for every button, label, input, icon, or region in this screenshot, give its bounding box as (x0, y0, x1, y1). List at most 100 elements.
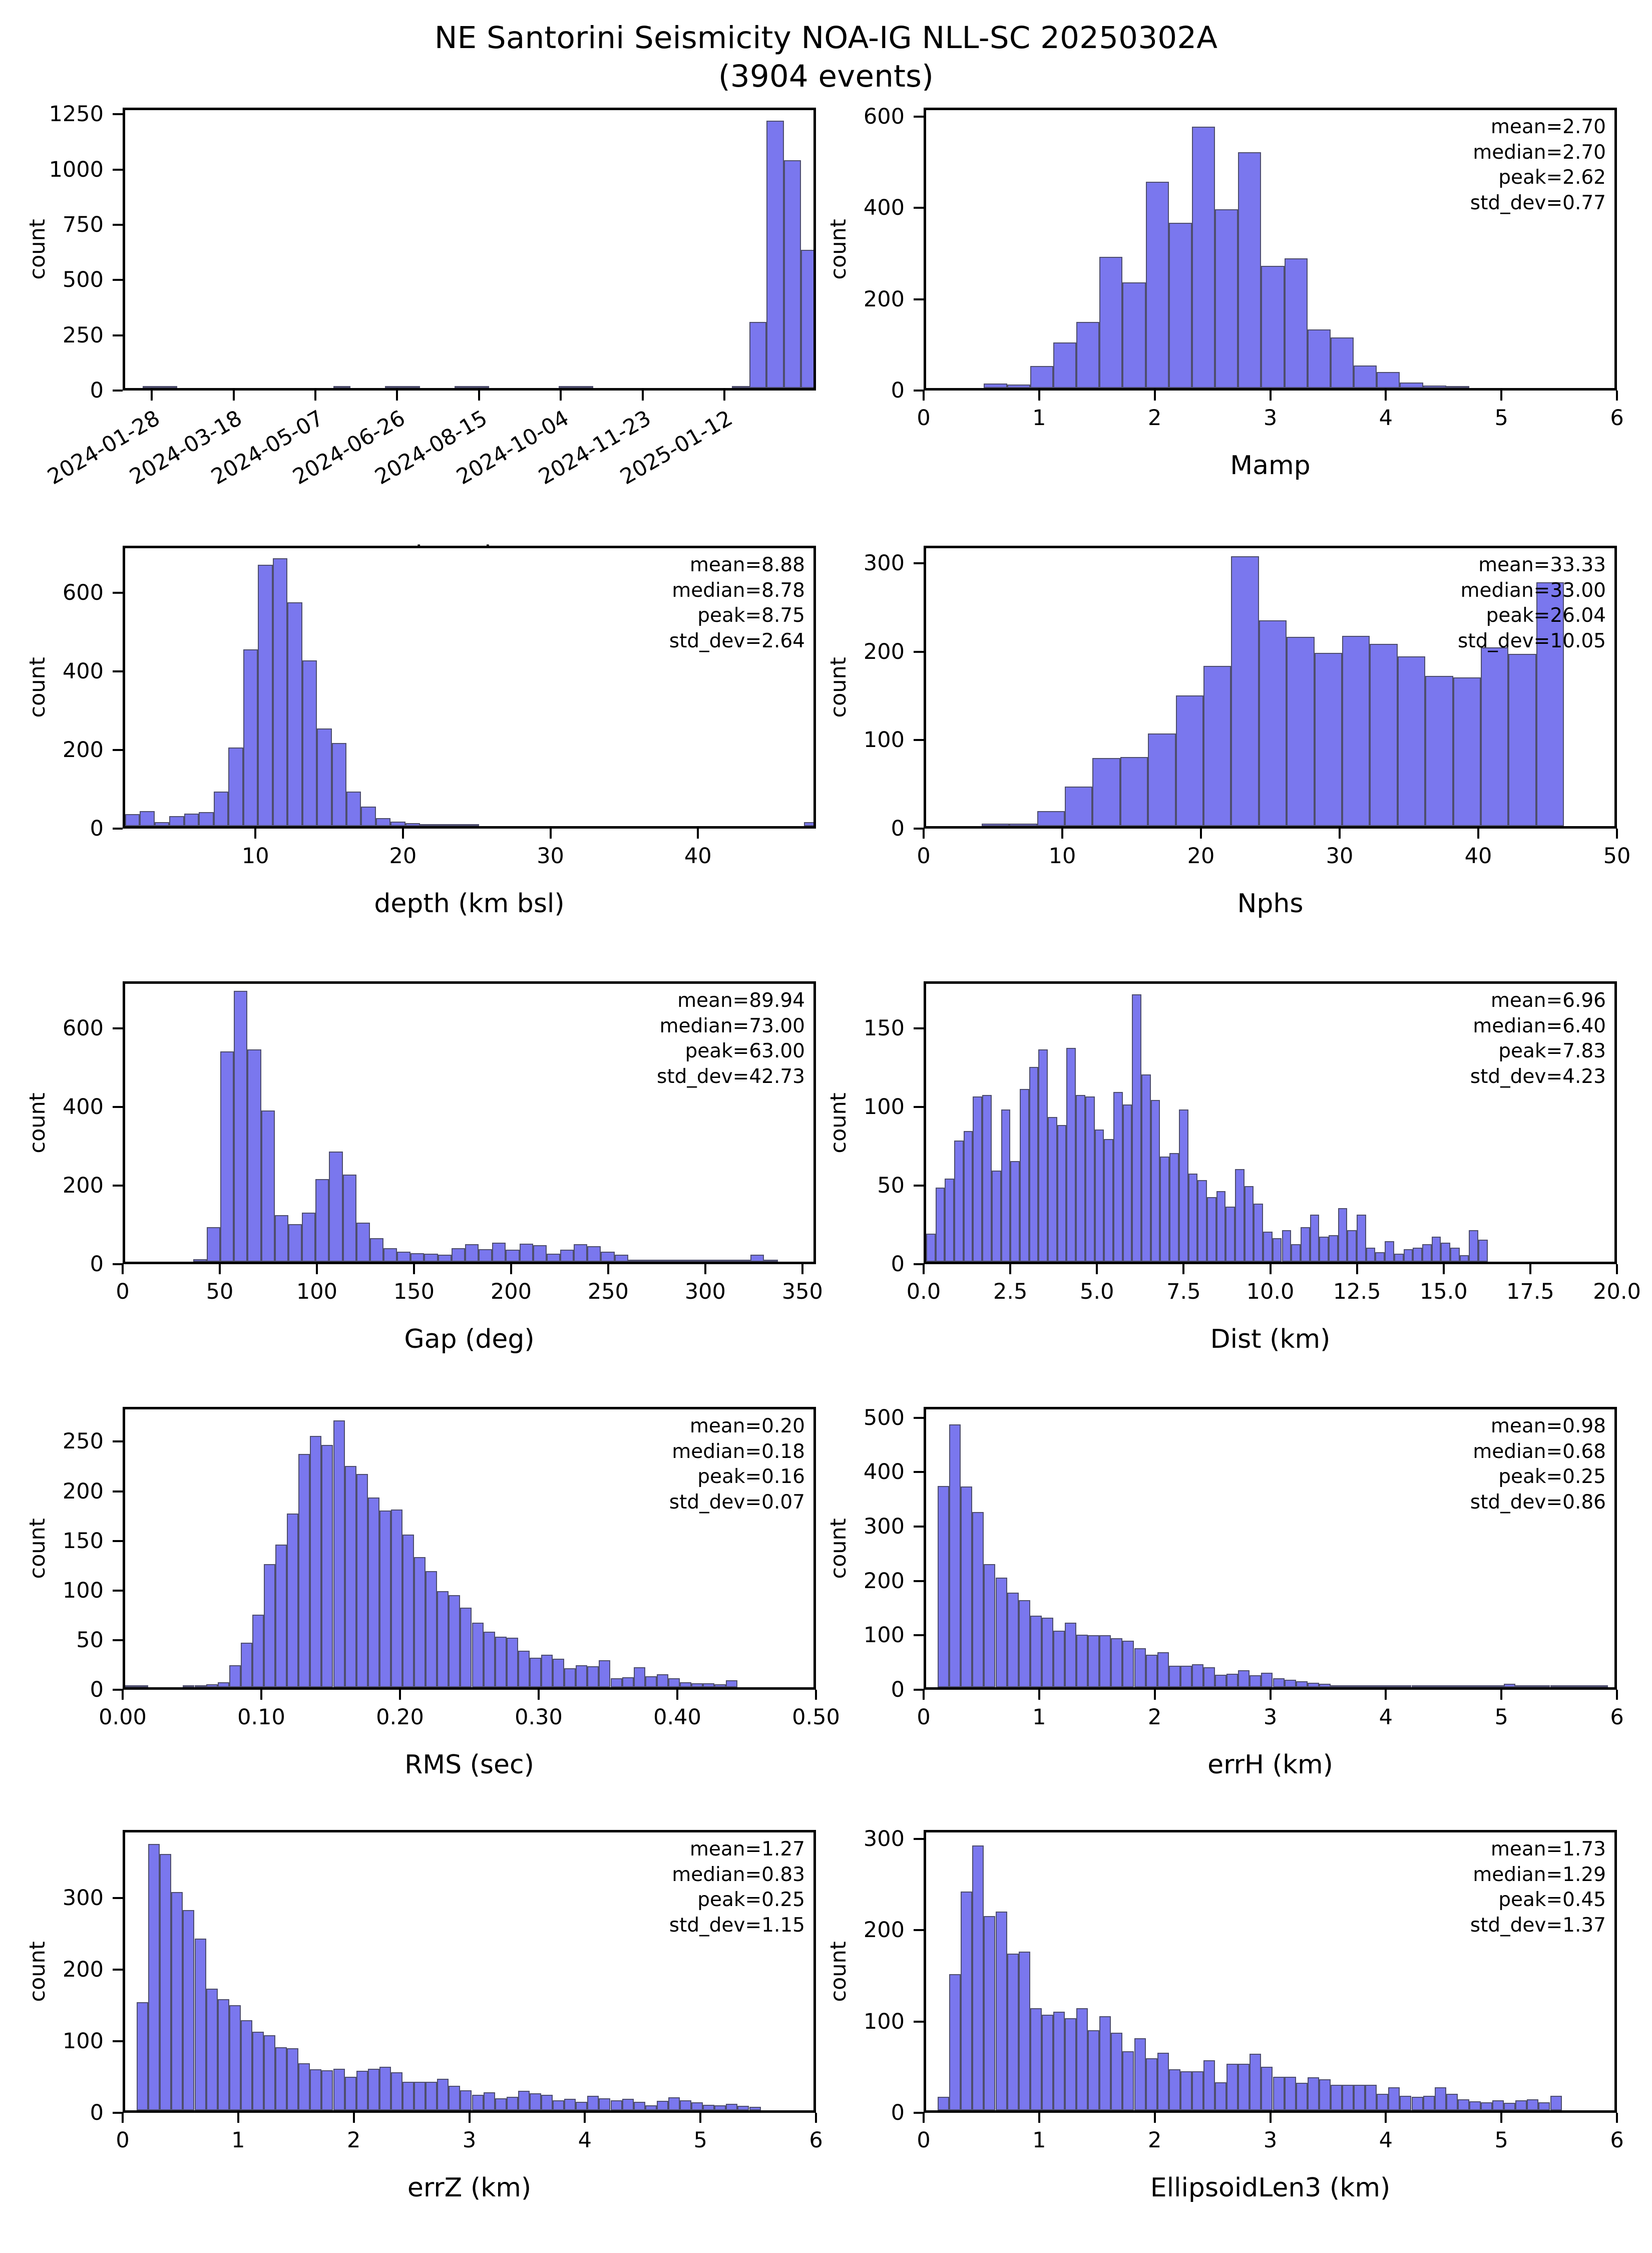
figure-title: NE Santorini Seismicity NOA-IG NLL-SC 20… (0, 19, 1652, 96)
histogram-bar (356, 2071, 368, 2110)
x-tick-label: 200 (490, 1279, 532, 1304)
histogram-bar (1330, 337, 1354, 388)
axes-rms (123, 1407, 816, 1690)
histogram-bar (333, 1420, 345, 1687)
histogram-bar (1215, 2082, 1227, 2110)
histogram-bar (645, 1676, 657, 1687)
histogram-bar (310, 1436, 322, 1687)
histogram-bar (1492, 2100, 1504, 2110)
histogram-bar (1307, 2077, 1319, 2110)
y-tick-label: 150 (62, 1528, 104, 1554)
histogram-bar (137, 1685, 149, 1687)
x-tick (122, 2113, 124, 2123)
x-tick-label: 250 (587, 1279, 629, 1304)
x-axis-label-errh: errH (km) (1207, 1750, 1333, 1780)
x-tick-label: 15.0 (1419, 1279, 1468, 1304)
stat-peak: peak=0.45 (1498, 1889, 1606, 1912)
x-tick (510, 1264, 512, 1274)
x-tick (1385, 1690, 1387, 1700)
y-tick (113, 1897, 123, 1899)
x-tick (723, 391, 726, 401)
y-tick-label: 0 (90, 1252, 104, 1277)
y-tick-label: 400 (62, 1094, 104, 1120)
histogram-bar (1446, 386, 1469, 388)
y-axis-label-ellipsoidlen3: count (826, 1941, 851, 2002)
histogram-bar (1330, 2084, 1342, 2110)
histogram-bar (622, 2099, 634, 2110)
histogram-bar (495, 1636, 507, 1687)
y-tick-label: 200 (863, 1568, 905, 1594)
x-tick-label: 3 (462, 2128, 477, 2153)
y-tick-label: 0 (90, 378, 104, 403)
x-tick-label: 12.5 (1333, 1279, 1381, 1304)
x-axis-label-mamp: Mamp (1230, 451, 1311, 481)
histogram-bar (171, 1892, 183, 2110)
y-tick (113, 1027, 123, 1030)
histogram-bar (346, 791, 361, 826)
x-tick (1500, 391, 1503, 401)
histogram-bar (492, 1243, 506, 1262)
y-tick (113, 1440, 123, 1443)
histogram-bar (252, 1615, 264, 1687)
y-tick (914, 1471, 924, 1473)
histogram-bar (1134, 1648, 1146, 1687)
y-tick-label: 750 (62, 212, 104, 237)
histogram-bar (206, 1988, 218, 2110)
histogram-bar (1141, 1074, 1151, 1262)
histogram-bar (217, 1682, 229, 1687)
x-tick-label: 5 (1494, 2128, 1508, 2153)
histogram-bar (1400, 383, 1423, 388)
histogram-bar (750, 1254, 764, 1262)
histogram-bar (1423, 2095, 1435, 2110)
x-tick-label: 0.40 (653, 1705, 701, 1730)
histogram-bar (315, 1179, 329, 1262)
histogram-bar (472, 2094, 484, 2110)
histogram-bar (1431, 1236, 1441, 1262)
stat-std_dev: std_dev=10.05 (1457, 630, 1606, 653)
histogram-bar (1191, 2071, 1203, 2110)
stat-std_dev: std_dev=1.15 (669, 1914, 805, 1937)
histogram-bar (1400, 1685, 1412, 1687)
histogram-bar (1099, 1635, 1111, 1687)
x-tick (923, 2113, 925, 2123)
y-tick (113, 168, 123, 171)
histogram-bar (206, 1227, 221, 1262)
y-tick (914, 1185, 924, 1187)
histogram-bar (1457, 2099, 1469, 2110)
y-tick-label: 100 (62, 2028, 104, 2054)
histogram-bar (1394, 1254, 1404, 1262)
x-tick-label: 5.0 (1080, 1279, 1114, 1304)
histogram-bar (1057, 1124, 1067, 1262)
histogram-bar (1111, 2033, 1123, 2110)
subplot-rms: mean=0.20 median=0.18 peak=0.16 std_dev=0.0… (25, 1407, 840, 1780)
histogram-bar (213, 791, 229, 826)
histogram-bar (465, 1244, 479, 1262)
histogram-bar (656, 2101, 668, 2110)
x-tick (1269, 2113, 1272, 2123)
histogram-bar (1347, 1230, 1357, 1262)
y-tick-label: 0 (891, 378, 905, 403)
histogram-bar (1145, 1654, 1157, 1687)
histogram-bar (1284, 1679, 1296, 1687)
histogram-bar (1009, 823, 1037, 826)
y-tick-label: 1250 (49, 102, 104, 127)
x-tick-label: 2 (1147, 2128, 1162, 2153)
x-tick (232, 391, 235, 401)
y-axis-label-datetime: count (25, 218, 50, 280)
x-tick-label: 0.30 (515, 1705, 563, 1730)
histogram-bar (1168, 1665, 1180, 1687)
histogram-bar (125, 814, 140, 826)
stat-peak: peak=0.16 (697, 1465, 805, 1488)
histogram-bar (383, 1248, 397, 1262)
x-tick (151, 391, 153, 401)
x-tick (396, 391, 398, 401)
subplot-errz: mean=1.27 median=0.83 peak=0.25 std_dev=1.1… (25, 1830, 823, 2203)
histogram-bar (1527, 1685, 1539, 1687)
stats-annotation-mamp: mean=2.70 median=2.70 peak=2.62 std_dev=0.7… (1470, 115, 1606, 216)
x-tick-label: 4 (1379, 1705, 1393, 1730)
histogram-bar (783, 160, 801, 388)
stat-std_dev: std_dev=2.64 (669, 630, 805, 653)
histogram-bar (1191, 126, 1215, 388)
x-tick (1385, 391, 1387, 401)
histogram-bar (1370, 644, 1398, 826)
